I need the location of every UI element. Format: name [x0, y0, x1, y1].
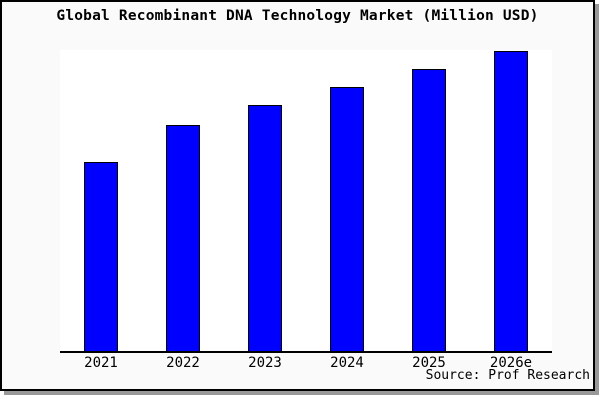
bars-row — [60, 50, 552, 351]
x-tick-label-2022: 2022 — [166, 355, 200, 371]
bar-slot-2025 — [388, 50, 470, 351]
x-axis-labels: 2021 2022 2023 2024 2025 2026e — [60, 355, 552, 371]
x-axis-line — [60, 351, 552, 353]
bar-slot-2023 — [224, 50, 306, 351]
x-tick-label-2021: 2021 — [84, 355, 118, 371]
bar-2022 — [166, 125, 200, 351]
bar-slot-2021 — [60, 50, 142, 351]
bar-2025 — [412, 68, 446, 351]
bar-2026e — [494, 50, 528, 351]
bar-slot-2024 — [306, 50, 388, 351]
bar-2023 — [248, 104, 282, 351]
bar-2021 — [84, 161, 118, 351]
plot-area — [60, 50, 552, 351]
chart-frame: Global Recombinant DNA Technology Market… — [0, 0, 595, 391]
x-tick-label-2025: 2025 — [412, 355, 446, 371]
bar-2024 — [330, 86, 364, 351]
x-tick-label-2026e: 2026e — [489, 355, 533, 371]
chart-title: Global Recombinant DNA Technology Market… — [56, 8, 539, 24]
x-tick-label-2023: 2023 — [248, 355, 282, 371]
x-tick-label-2024: 2024 — [330, 355, 364, 371]
bar-slot-2026e — [470, 50, 552, 351]
source-credit: Source: Prof Research — [425, 368, 590, 383]
bar-slot-2022 — [142, 50, 224, 351]
